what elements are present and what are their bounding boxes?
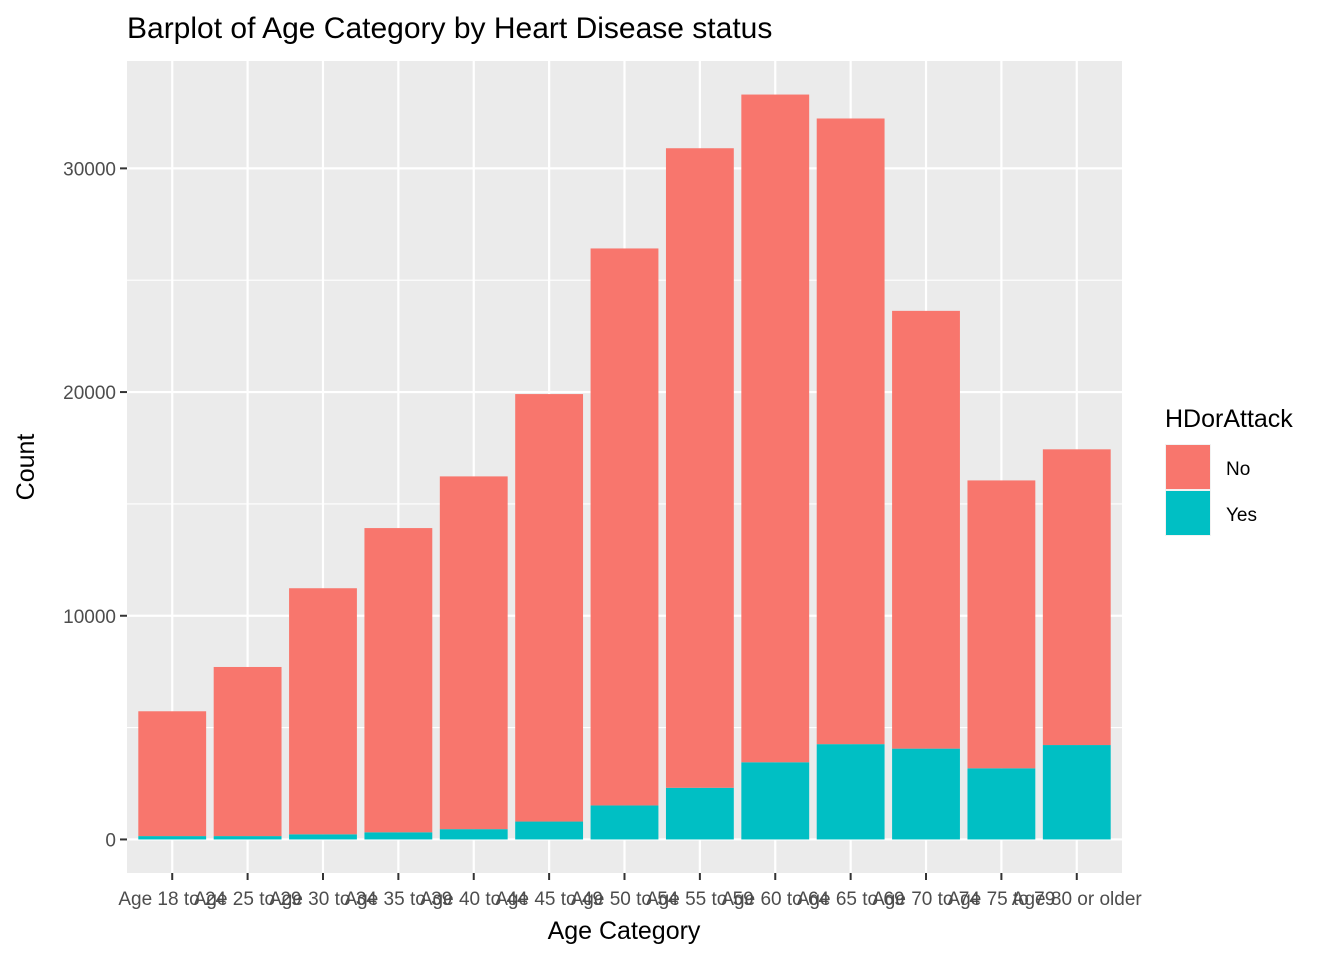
bar-yes	[741, 762, 810, 840]
bar-no	[741, 94, 810, 763]
bar-no	[665, 148, 734, 788]
y-tick-label: 0	[105, 830, 116, 851]
x-tick-label: Age 45 to 49	[495, 889, 603, 910]
x-axis-title: Age Category	[548, 917, 701, 945]
x-tick-label: Age 40 to 44	[420, 889, 528, 910]
bar-yes	[590, 805, 659, 840]
bar-no	[590, 248, 659, 806]
bar-yes	[364, 832, 433, 840]
bar-no	[967, 480, 1036, 769]
bar-no	[138, 711, 207, 837]
bar-no	[364, 528, 433, 833]
y-tick-label: 30000	[63, 159, 116, 180]
bar-no	[816, 118, 885, 745]
bars	[138, 94, 1111, 840]
x-tick-label: Age 50 to 54	[571, 889, 679, 910]
y-tick-label: 10000	[63, 607, 116, 628]
legend-swatch-yes	[1166, 491, 1210, 535]
bar-yes	[289, 834, 357, 840]
bar-yes	[892, 748, 960, 840]
x-tick-label: Age 55 to 59	[646, 889, 754, 910]
bar-yes	[967, 768, 1036, 840]
y-axis: 0 10000 20000 30000	[63, 159, 127, 851]
bar-no	[892, 310, 960, 749]
x-tick-label: Age 80 or older	[1012, 889, 1143, 910]
legend-swatch-no	[1166, 445, 1210, 489]
bar-yes	[1042, 745, 1111, 840]
bar-no	[439, 476, 508, 830]
y-tick-label: 20000	[63, 383, 116, 404]
x-tick-label: Age 75 to 79	[948, 889, 1056, 910]
bar-no	[1042, 449, 1111, 746]
chart-title: Barplot of Age Category by Heart Disease…	[127, 12, 772, 45]
bar-yes	[515, 821, 584, 840]
legend-label-no: No	[1226, 459, 1250, 480]
legend-label-yes: Yes	[1226, 505, 1257, 526]
x-tick-label: Age 70 to 74	[872, 889, 980, 910]
x-tick-label: Age 60 to 64	[721, 889, 829, 910]
x-tick-label: Age 35 to 39	[344, 889, 452, 910]
x-tick-label: Age 18 to 24	[118, 889, 226, 910]
bar-yes	[439, 829, 508, 840]
bar-no	[289, 588, 357, 835]
y-axis-title: Count	[12, 434, 40, 501]
x-tick-label: Age 25 to 29	[194, 889, 302, 910]
x-tick-label: Age 65 to 69	[797, 889, 905, 910]
bar-yes	[138, 836, 207, 840]
bar-no	[213, 666, 282, 837]
legend: HDorAttack No Yes	[1165, 405, 1293, 536]
legend-title: HDorAttack	[1165, 405, 1293, 433]
bar-no	[515, 394, 584, 822]
bar-yes	[213, 836, 282, 840]
bar-yes	[665, 787, 734, 840]
bar-yes	[816, 744, 885, 840]
x-tick-label: Age 30 to 34	[269, 889, 377, 910]
